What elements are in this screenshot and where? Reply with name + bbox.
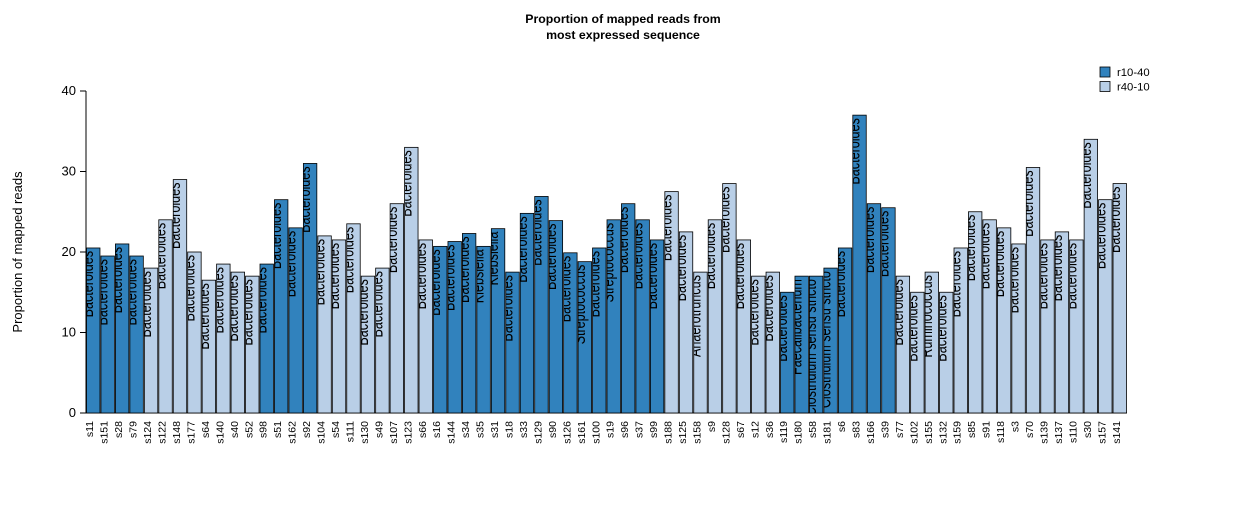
svg-text:s11: s11 xyxy=(84,421,96,437)
svg-text:s49: s49 xyxy=(373,421,385,438)
svg-text:s33: s33 xyxy=(518,421,530,438)
svg-text:s79: s79 xyxy=(128,421,140,438)
svg-text:s39: s39 xyxy=(879,421,891,438)
svg-text:s37: s37 xyxy=(634,421,646,438)
svg-text:s124: s124 xyxy=(142,421,154,444)
svg-text:s6: s6 xyxy=(836,421,848,432)
svg-text:s34: s34 xyxy=(460,421,472,438)
svg-text:s28: s28 xyxy=(113,421,125,438)
svg-text:s130: s130 xyxy=(359,421,371,444)
svg-text:s118: s118 xyxy=(995,421,1007,443)
svg-text:10: 10 xyxy=(62,325,76,340)
svg-text:s148: s148 xyxy=(171,421,183,444)
svg-text:s166: s166 xyxy=(865,421,877,444)
svg-text:s70: s70 xyxy=(1024,421,1036,438)
svg-text:Proportion of mapped reads fro: Proportion of mapped reads from xyxy=(525,12,720,26)
svg-text:s9: s9 xyxy=(706,421,718,432)
svg-text:s122: s122 xyxy=(157,421,169,444)
svg-text:r10-40: r10-40 xyxy=(1117,67,1150,79)
svg-text:30: 30 xyxy=(62,164,76,179)
svg-text:s36: s36 xyxy=(764,421,776,438)
svg-text:s188: s188 xyxy=(663,421,675,444)
svg-text:s52: s52 xyxy=(243,421,255,438)
svg-text:most expressed sequence: most expressed sequence xyxy=(546,28,700,42)
svg-text:s151: s151 xyxy=(99,421,111,444)
svg-text:s35: s35 xyxy=(475,421,487,438)
svg-text:s90: s90 xyxy=(547,421,559,438)
svg-text:s132: s132 xyxy=(937,421,949,444)
svg-text:20: 20 xyxy=(62,244,76,259)
svg-text:s83: s83 xyxy=(851,421,863,438)
svg-text:s54: s54 xyxy=(330,421,342,438)
svg-text:s158: s158 xyxy=(691,421,703,444)
svg-text:s67: s67 xyxy=(735,421,747,438)
svg-text:s96: s96 xyxy=(619,421,631,438)
svg-text:s16: s16 xyxy=(431,421,443,438)
svg-text:s107: s107 xyxy=(388,421,400,444)
svg-text:s40: s40 xyxy=(229,421,241,438)
svg-text:s31: s31 xyxy=(489,421,501,438)
svg-text:s77: s77 xyxy=(894,421,906,438)
svg-text:s3: s3 xyxy=(1010,421,1022,432)
svg-text:s155: s155 xyxy=(923,421,935,444)
svg-text:s129: s129 xyxy=(532,421,544,444)
svg-text:s161: s161 xyxy=(576,421,588,444)
svg-text:0: 0 xyxy=(69,405,76,420)
svg-text:s110: s110 xyxy=(1067,421,1079,443)
svg-text:s91: s91 xyxy=(981,421,993,438)
svg-text:r40-10: r40-10 xyxy=(1117,82,1150,94)
svg-text:s19: s19 xyxy=(605,421,617,438)
svg-text:s99: s99 xyxy=(648,421,660,438)
svg-text:s137: s137 xyxy=(1053,421,1065,444)
svg-text:s119: s119 xyxy=(778,421,790,443)
svg-text:s139: s139 xyxy=(1038,421,1050,444)
svg-text:s12: s12 xyxy=(749,421,761,438)
svg-text:s177: s177 xyxy=(185,421,197,444)
svg-text:s125: s125 xyxy=(677,421,689,444)
svg-text:s98: s98 xyxy=(258,421,270,438)
svg-text:Proportion of mapped reads: Proportion of mapped reads xyxy=(10,171,25,333)
svg-text:s100: s100 xyxy=(590,421,602,444)
svg-text:s51: s51 xyxy=(272,421,284,438)
svg-text:40: 40 xyxy=(62,83,76,98)
svg-text:s128: s128 xyxy=(720,421,732,444)
svg-text:s180: s180 xyxy=(793,421,805,444)
svg-text:s126: s126 xyxy=(561,421,573,444)
svg-text:s140: s140 xyxy=(214,421,226,444)
svg-text:s102: s102 xyxy=(908,421,920,444)
svg-text:s104: s104 xyxy=(316,421,328,444)
svg-text:s18: s18 xyxy=(504,421,516,438)
svg-text:s141: s141 xyxy=(1111,421,1123,444)
svg-text:s144: s144 xyxy=(446,421,458,444)
svg-text:s181: s181 xyxy=(822,421,834,444)
svg-text:s159: s159 xyxy=(952,421,964,444)
svg-text:s157: s157 xyxy=(1096,421,1108,444)
svg-text:s66: s66 xyxy=(417,421,429,438)
svg-text:s162: s162 xyxy=(287,421,299,444)
svg-text:s64: s64 xyxy=(200,421,212,438)
svg-text:s123: s123 xyxy=(402,421,414,444)
svg-text:s58: s58 xyxy=(807,421,819,438)
svg-text:s85: s85 xyxy=(966,421,978,438)
svg-text:s30: s30 xyxy=(1082,421,1094,438)
svg-text:s111: s111 xyxy=(344,421,356,442)
svg-text:s92: s92 xyxy=(301,421,313,438)
